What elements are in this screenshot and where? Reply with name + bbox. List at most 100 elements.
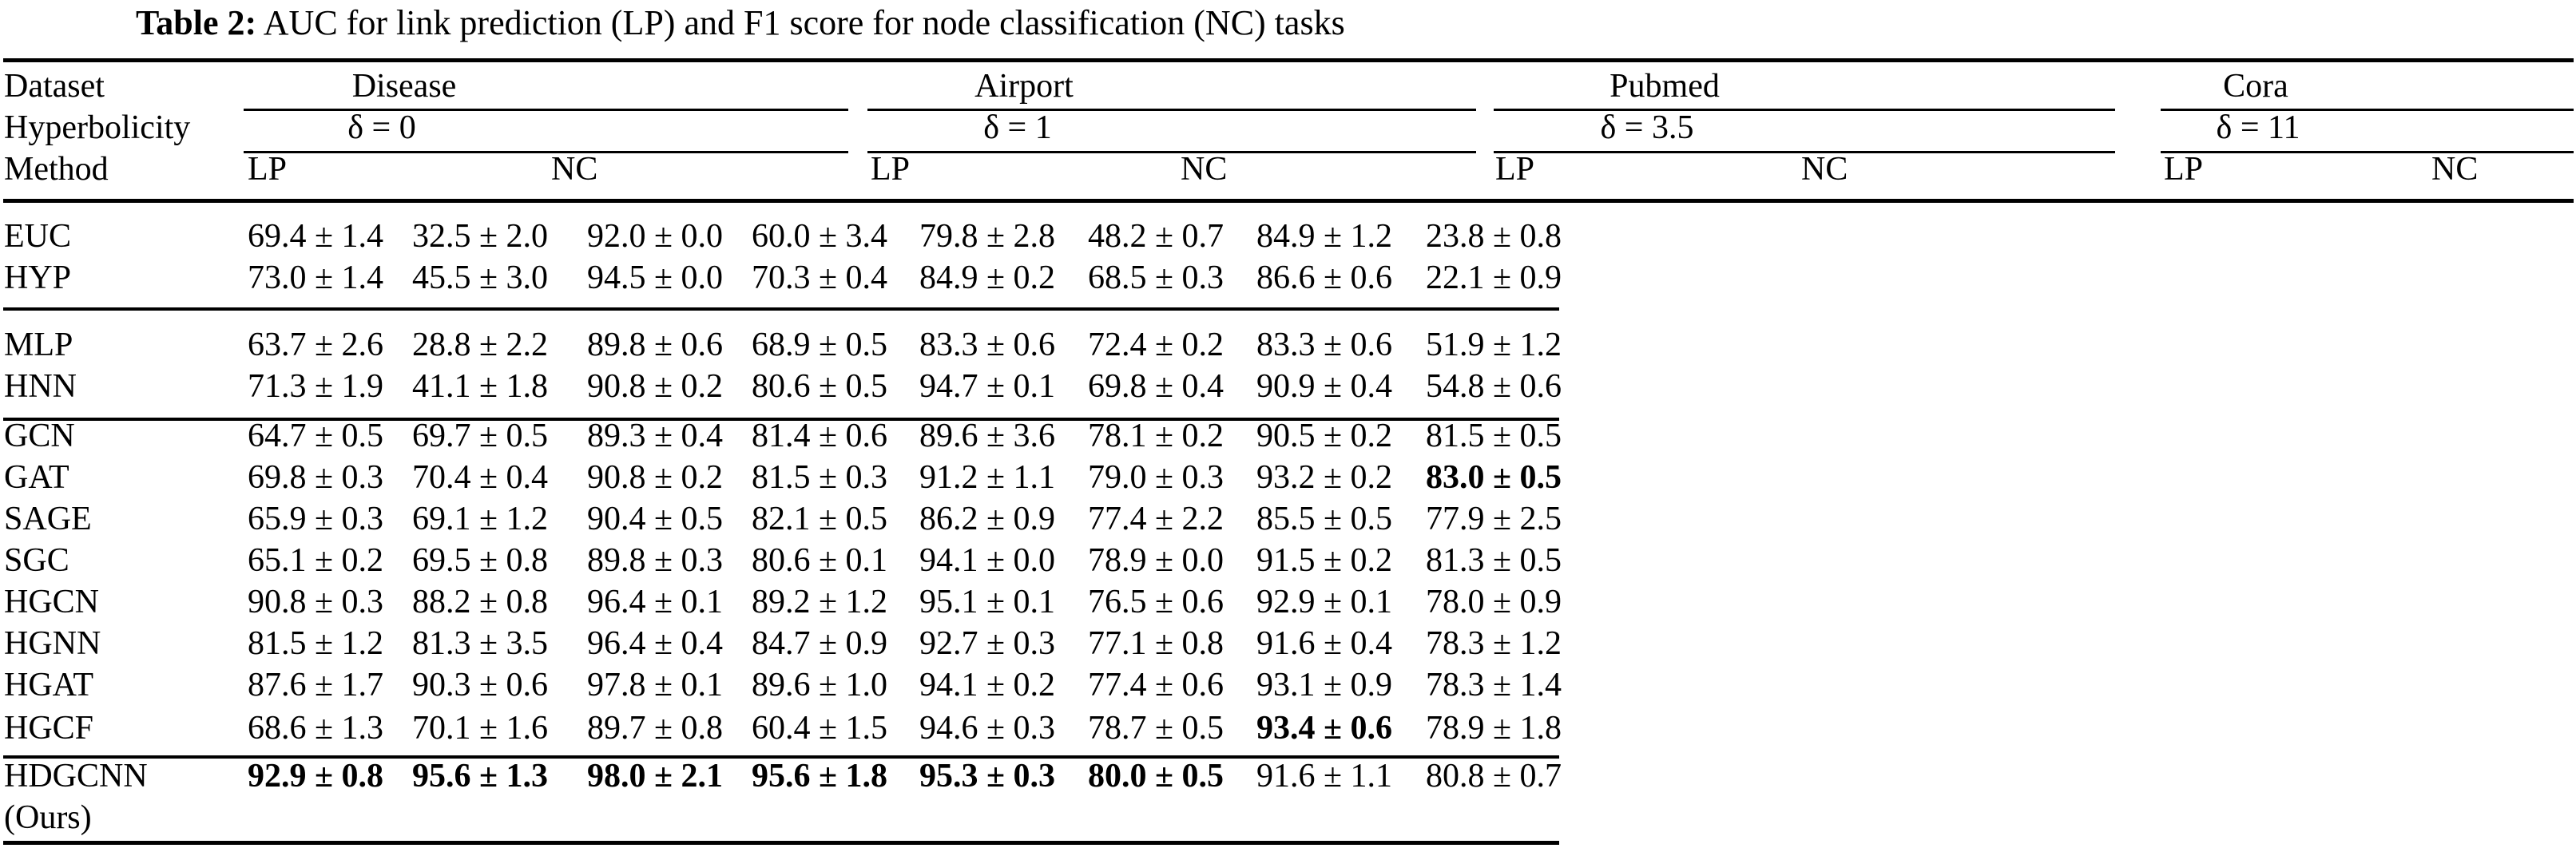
cmidrule-disease-2 — [244, 151, 848, 153]
value-cell: 78.3 ± 1.2 — [1426, 625, 1562, 662]
value-cell: 64.7 ± 0.5 — [248, 418, 384, 454]
value-cell: 69.1 ± 1.2 — [412, 501, 549, 537]
subheader-airport-lp: LP — [871, 151, 911, 188]
value-cell: 65.9 ± 0.3 — [248, 501, 384, 537]
header-dataset-label: Dataset — [4, 68, 105, 105]
group-name-disease: Disease — [351, 68, 457, 105]
group-name-pubmed: Pubmed — [1610, 68, 1720, 105]
value-cell: 78.7 ± 0.5 — [1088, 710, 1224, 747]
method-cell: SAGE — [4, 501, 92, 537]
value-cell: 92.9 ± 0.8 — [248, 758, 384, 795]
value-cell: 73.0 ± 1.4 — [248, 260, 384, 296]
method-cell: HGAT — [4, 667, 93, 703]
group-name-cora: Cora — [2223, 68, 2288, 105]
table-rule-after-hgcf — [3, 755, 1559, 759]
cmidrule-pubmed-2 — [1494, 151, 2115, 153]
value-cell: 95.6 ± 1.8 — [752, 758, 888, 795]
method-cell: HDGCNN — [4, 758, 148, 795]
value-cell: 87.6 ± 1.7 — [248, 667, 384, 703]
method-cell: HGNN — [4, 625, 101, 662]
value-cell: 79.0 ± 0.3 — [1088, 459, 1224, 496]
value-cell: 28.8 ± 2.2 — [412, 327, 549, 363]
value-cell: 71.3 ± 1.9 — [248, 368, 384, 405]
value-cell: 94.6 ± 0.3 — [919, 710, 1056, 747]
cmidrule-cora-2 — [2161, 151, 2574, 153]
value-cell: 90.8 ± 0.3 — [248, 584, 384, 620]
value-cell: 83.0 ± 0.5 — [1426, 459, 1562, 496]
subheader-airport-nc: NC — [1181, 151, 1228, 188]
value-cell: 78.0 ± 0.9 — [1426, 584, 1562, 620]
value-cell: 81.5 ± 0.3 — [752, 459, 888, 496]
header-method-label: Method — [4, 151, 109, 188]
value-cell: 22.1 ± 0.9 — [1426, 260, 1562, 296]
cmidrule-disease-1 — [244, 109, 848, 111]
method-cell: SGC — [4, 542, 69, 579]
value-cell: 72.4 ± 0.2 — [1088, 327, 1224, 363]
value-cell: 78.3 ± 1.4 — [1426, 667, 1562, 703]
value-cell: 88.2 ± 0.8 — [412, 584, 549, 620]
value-cell: 91.6 ± 0.4 — [1256, 625, 1393, 662]
value-cell: 51.9 ± 1.2 — [1426, 327, 1562, 363]
value-cell: 94.7 ± 0.1 — [919, 368, 1056, 405]
cmidrule-pubmed-1 — [1494, 109, 2115, 111]
value-cell: 89.6 ± 1.0 — [752, 667, 888, 703]
value-cell: 80.8 ± 0.7 — [1426, 758, 1562, 795]
value-cell: 81.4 ± 0.6 — [752, 418, 888, 454]
cmidrule-airport-2 — [867, 151, 1476, 153]
value-cell: 92.7 ± 0.3 — [919, 625, 1056, 662]
value-cell: 81.3 ± 3.5 — [412, 625, 549, 662]
value-cell: 92.9 ± 0.1 — [1256, 584, 1393, 620]
value-cell: 81.5 ± 1.2 — [248, 625, 384, 662]
subheader-pubmed-lp: LP — [1495, 151, 1535, 188]
value-cell: 23.8 ± 0.8 — [1426, 218, 1562, 255]
subheader-cora-lp: LP — [2164, 151, 2204, 188]
group-name-airport: Airport — [974, 68, 1074, 105]
value-cell: 80.6 ± 0.5 — [752, 368, 888, 405]
value-cell: 70.1 ± 1.6 — [412, 710, 549, 747]
value-cell: 82.1 ± 0.5 — [752, 501, 888, 537]
value-cell: 83.3 ± 0.6 — [919, 327, 1056, 363]
value-cell: 63.7 ± 2.6 — [248, 327, 384, 363]
value-cell: 77.1 ± 0.8 — [1088, 625, 1224, 662]
delta-cora: δ = 11 — [2216, 109, 2300, 146]
value-cell: 93.1 ± 0.9 — [1256, 667, 1393, 703]
value-cell: 69.4 ± 1.4 — [248, 218, 384, 255]
value-cell: 90.5 ± 0.2 — [1256, 418, 1393, 454]
value-cell: 89.7 ± 0.8 — [587, 710, 724, 747]
header-hyperbolicity-label: Hyperbolicity — [4, 109, 191, 146]
value-cell: 78.1 ± 0.2 — [1088, 418, 1224, 454]
table-rule-header-bottom — [3, 199, 2574, 203]
value-cell: 77.9 ± 2.5 — [1426, 501, 1562, 537]
method-cell: GCN — [4, 418, 75, 454]
value-cell: 89.8 ± 0.3 — [587, 542, 724, 579]
value-cell: 69.8 ± 0.3 — [248, 459, 384, 496]
value-cell: 91.2 ± 1.1 — [919, 459, 1056, 496]
method-cell: HGCN — [4, 584, 100, 620]
table-caption-label: Table 2: — [136, 3, 257, 42]
value-cell: 86.2 ± 0.9 — [919, 501, 1056, 537]
value-cell: 84.9 ± 0.2 — [919, 260, 1056, 296]
value-cell: 89.3 ± 0.4 — [587, 418, 724, 454]
delta-disease: δ = 0 — [347, 109, 416, 146]
table-rule-after-hnn — [3, 418, 1559, 421]
value-cell: 93.2 ± 0.2 — [1256, 459, 1393, 496]
value-cell: 81.5 ± 0.5 — [1426, 418, 1562, 454]
value-cell: 48.2 ± 0.7 — [1088, 218, 1224, 255]
value-cell: 77.4 ± 0.6 — [1088, 667, 1224, 703]
value-cell: 81.3 ± 0.5 — [1426, 542, 1562, 579]
subheader-pubmed-nc: NC — [1801, 151, 1848, 188]
table-rule-after-hyp — [3, 307, 1559, 311]
value-cell: 69.7 ± 0.5 — [412, 418, 549, 454]
method-cell: GAT — [4, 459, 69, 496]
value-cell: 89.6 ± 3.6 — [919, 418, 1056, 454]
cmidrule-airport-1 — [867, 109, 1476, 111]
value-cell: 68.5 ± 0.3 — [1088, 260, 1224, 296]
method-cell: MLP — [4, 327, 73, 363]
value-cell: 91.5 ± 0.2 — [1256, 542, 1393, 579]
value-cell: 89.2 ± 1.2 — [752, 584, 888, 620]
value-cell: 76.5 ± 0.6 — [1088, 584, 1224, 620]
table-caption-text: AUC for link prediction (LP) and F1 scor… — [263, 3, 1345, 42]
value-cell: 80.0 ± 0.5 — [1088, 758, 1224, 795]
value-cell: 94.5 ± 0.0 — [587, 260, 724, 296]
method-cell: EUC — [4, 218, 71, 255]
